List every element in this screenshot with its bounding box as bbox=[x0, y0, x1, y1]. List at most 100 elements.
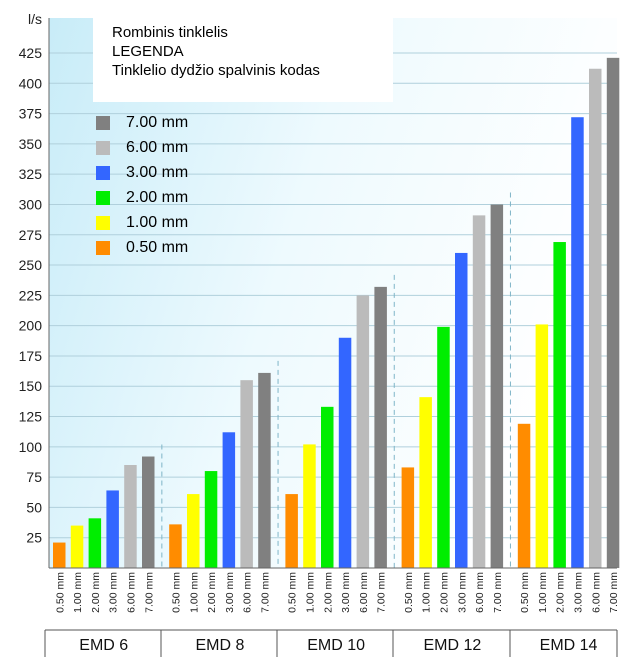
x-tick-label: 6.00 mm bbox=[358, 572, 370, 613]
x-tick-label: 3.00 mm bbox=[340, 572, 352, 613]
x-tick-label: 3.00 mm bbox=[224, 572, 236, 613]
legend-heading: LEGENDA bbox=[112, 43, 184, 60]
y-tick-label: 75 bbox=[26, 469, 42, 485]
group-label: EMD 12 bbox=[423, 637, 481, 654]
legend-swatch bbox=[96, 215, 110, 230]
group-label: EMD 6 bbox=[79, 637, 128, 654]
x-tick-label: 7.00 mm bbox=[259, 572, 271, 613]
bar bbox=[419, 397, 432, 568]
legend-item: 7.00 mm bbox=[96, 110, 188, 135]
bar bbox=[606, 57, 620, 569]
bar bbox=[571, 117, 584, 569]
x-tick-label: 0.50 mm bbox=[287, 572, 299, 613]
legend-title: Rombinis tinklelis bbox=[112, 24, 228, 41]
bar bbox=[472, 215, 486, 568]
bar bbox=[338, 337, 352, 568]
bar bbox=[356, 295, 370, 568]
y-tick-label: 300 bbox=[19, 196, 43, 212]
x-tick-label: 2.00 mm bbox=[206, 572, 218, 613]
y-tick-label: 425 bbox=[19, 45, 43, 61]
legend-label: 7.00 mm bbox=[126, 113, 189, 131]
legend-header-box bbox=[93, 18, 393, 102]
y-tick-label: 150 bbox=[19, 378, 43, 394]
y-axis-unit: l/s bbox=[28, 11, 42, 27]
y-tick-label: 125 bbox=[19, 409, 43, 425]
group-label: EMD 10 bbox=[307, 637, 365, 654]
y-tick-label: 50 bbox=[26, 499, 42, 515]
x-tick-label: 1.00 mm bbox=[72, 572, 84, 613]
y-tick-label: 350 bbox=[19, 136, 43, 152]
bar bbox=[517, 423, 531, 568]
legend-item: 1.00 mm bbox=[96, 210, 188, 235]
legend-item: 2.00 mm bbox=[96, 185, 188, 210]
legend-swatch bbox=[96, 165, 110, 180]
legend-label: 6.00 mm bbox=[126, 138, 189, 156]
x-tick-label: 2.00 mm bbox=[90, 572, 102, 613]
x-tick-label: 6.00 mm bbox=[474, 572, 486, 613]
bar bbox=[401, 467, 415, 568]
x-tick-label: 7.00 mm bbox=[376, 572, 388, 613]
bar bbox=[169, 524, 182, 568]
x-tick-label: 1.00 mm bbox=[188, 572, 200, 613]
legend-swatch bbox=[96, 115, 110, 130]
y-tick-label: 250 bbox=[19, 257, 43, 273]
legend-label: 2.00 mm bbox=[126, 188, 189, 206]
y-tick-label: 175 bbox=[19, 348, 43, 364]
bar bbox=[88, 518, 102, 568]
x-tick-label: 6.00 mm bbox=[125, 572, 137, 613]
group-label: EMD 14 bbox=[540, 637, 598, 654]
bar bbox=[303, 444, 316, 568]
x-tick-label: 1.00 mm bbox=[421, 572, 433, 613]
group-label: EMD 8 bbox=[195, 637, 244, 654]
legend-item: 0.50 mm bbox=[96, 235, 188, 260]
x-tick-label: 3.00 mm bbox=[572, 572, 584, 613]
x-tick-label: 1.00 mm bbox=[304, 572, 316, 613]
x-tick-label: 2.00 mm bbox=[438, 572, 450, 613]
bar bbox=[535, 324, 549, 568]
bar bbox=[321, 406, 334, 568]
bar bbox=[70, 525, 84, 568]
bar bbox=[589, 68, 602, 569]
x-tick-label: 1.00 mm bbox=[537, 572, 549, 613]
x-tick-label: 6.00 mm bbox=[242, 572, 254, 613]
y-tick-label: 400 bbox=[19, 75, 43, 91]
x-tick-label: 2.00 mm bbox=[322, 572, 334, 613]
bar bbox=[204, 471, 218, 568]
bar bbox=[106, 490, 119, 568]
legend-swatch bbox=[96, 190, 110, 205]
bar bbox=[187, 494, 200, 568]
x-tick-label: 0.50 mm bbox=[170, 572, 182, 613]
bar bbox=[490, 204, 504, 568]
y-tick-label: 325 bbox=[19, 166, 43, 182]
y-tick-label: 225 bbox=[19, 287, 43, 303]
x-tick-label: 7.00 mm bbox=[492, 572, 504, 613]
legend-label: 1.00 mm bbox=[126, 213, 189, 231]
y-tick-label: 375 bbox=[19, 106, 43, 122]
y-tick-label: 25 bbox=[26, 530, 42, 546]
bar bbox=[374, 286, 387, 568]
x-tick-label: 0.50 mm bbox=[54, 572, 66, 613]
bar bbox=[222, 432, 236, 568]
bar bbox=[285, 494, 298, 568]
x-tick-label: 3.00 mm bbox=[456, 572, 468, 613]
bar bbox=[53, 542, 66, 568]
bar bbox=[455, 252, 468, 569]
legend: 7.00 mm 6.00 mm 3.00 mm 2.00 mm 1.00 mm … bbox=[96, 110, 188, 260]
legend-swatch bbox=[96, 140, 110, 155]
x-tick-label: 2.00 mm bbox=[555, 572, 567, 613]
bar bbox=[124, 465, 137, 568]
legend-label: 0.50 mm bbox=[126, 238, 189, 256]
legend-label: 3.00 mm bbox=[126, 163, 189, 181]
x-tick-label: 0.50 mm bbox=[403, 572, 415, 613]
y-tick-label: 200 bbox=[19, 318, 43, 334]
bar bbox=[437, 326, 450, 568]
legend-swatch bbox=[96, 240, 110, 255]
x-tick-label: 6.00 mm bbox=[590, 572, 602, 613]
y-tick-label: 275 bbox=[19, 227, 43, 243]
x-tick-label: 7.00 mm bbox=[608, 572, 620, 613]
legend-item: 3.00 mm bbox=[96, 160, 188, 185]
legend-subtitle: Tinklelio dydžio spalvinis kodas bbox=[112, 62, 320, 79]
x-tick-label: 7.00 mm bbox=[143, 572, 155, 613]
y-tick-label: 100 bbox=[19, 439, 43, 455]
